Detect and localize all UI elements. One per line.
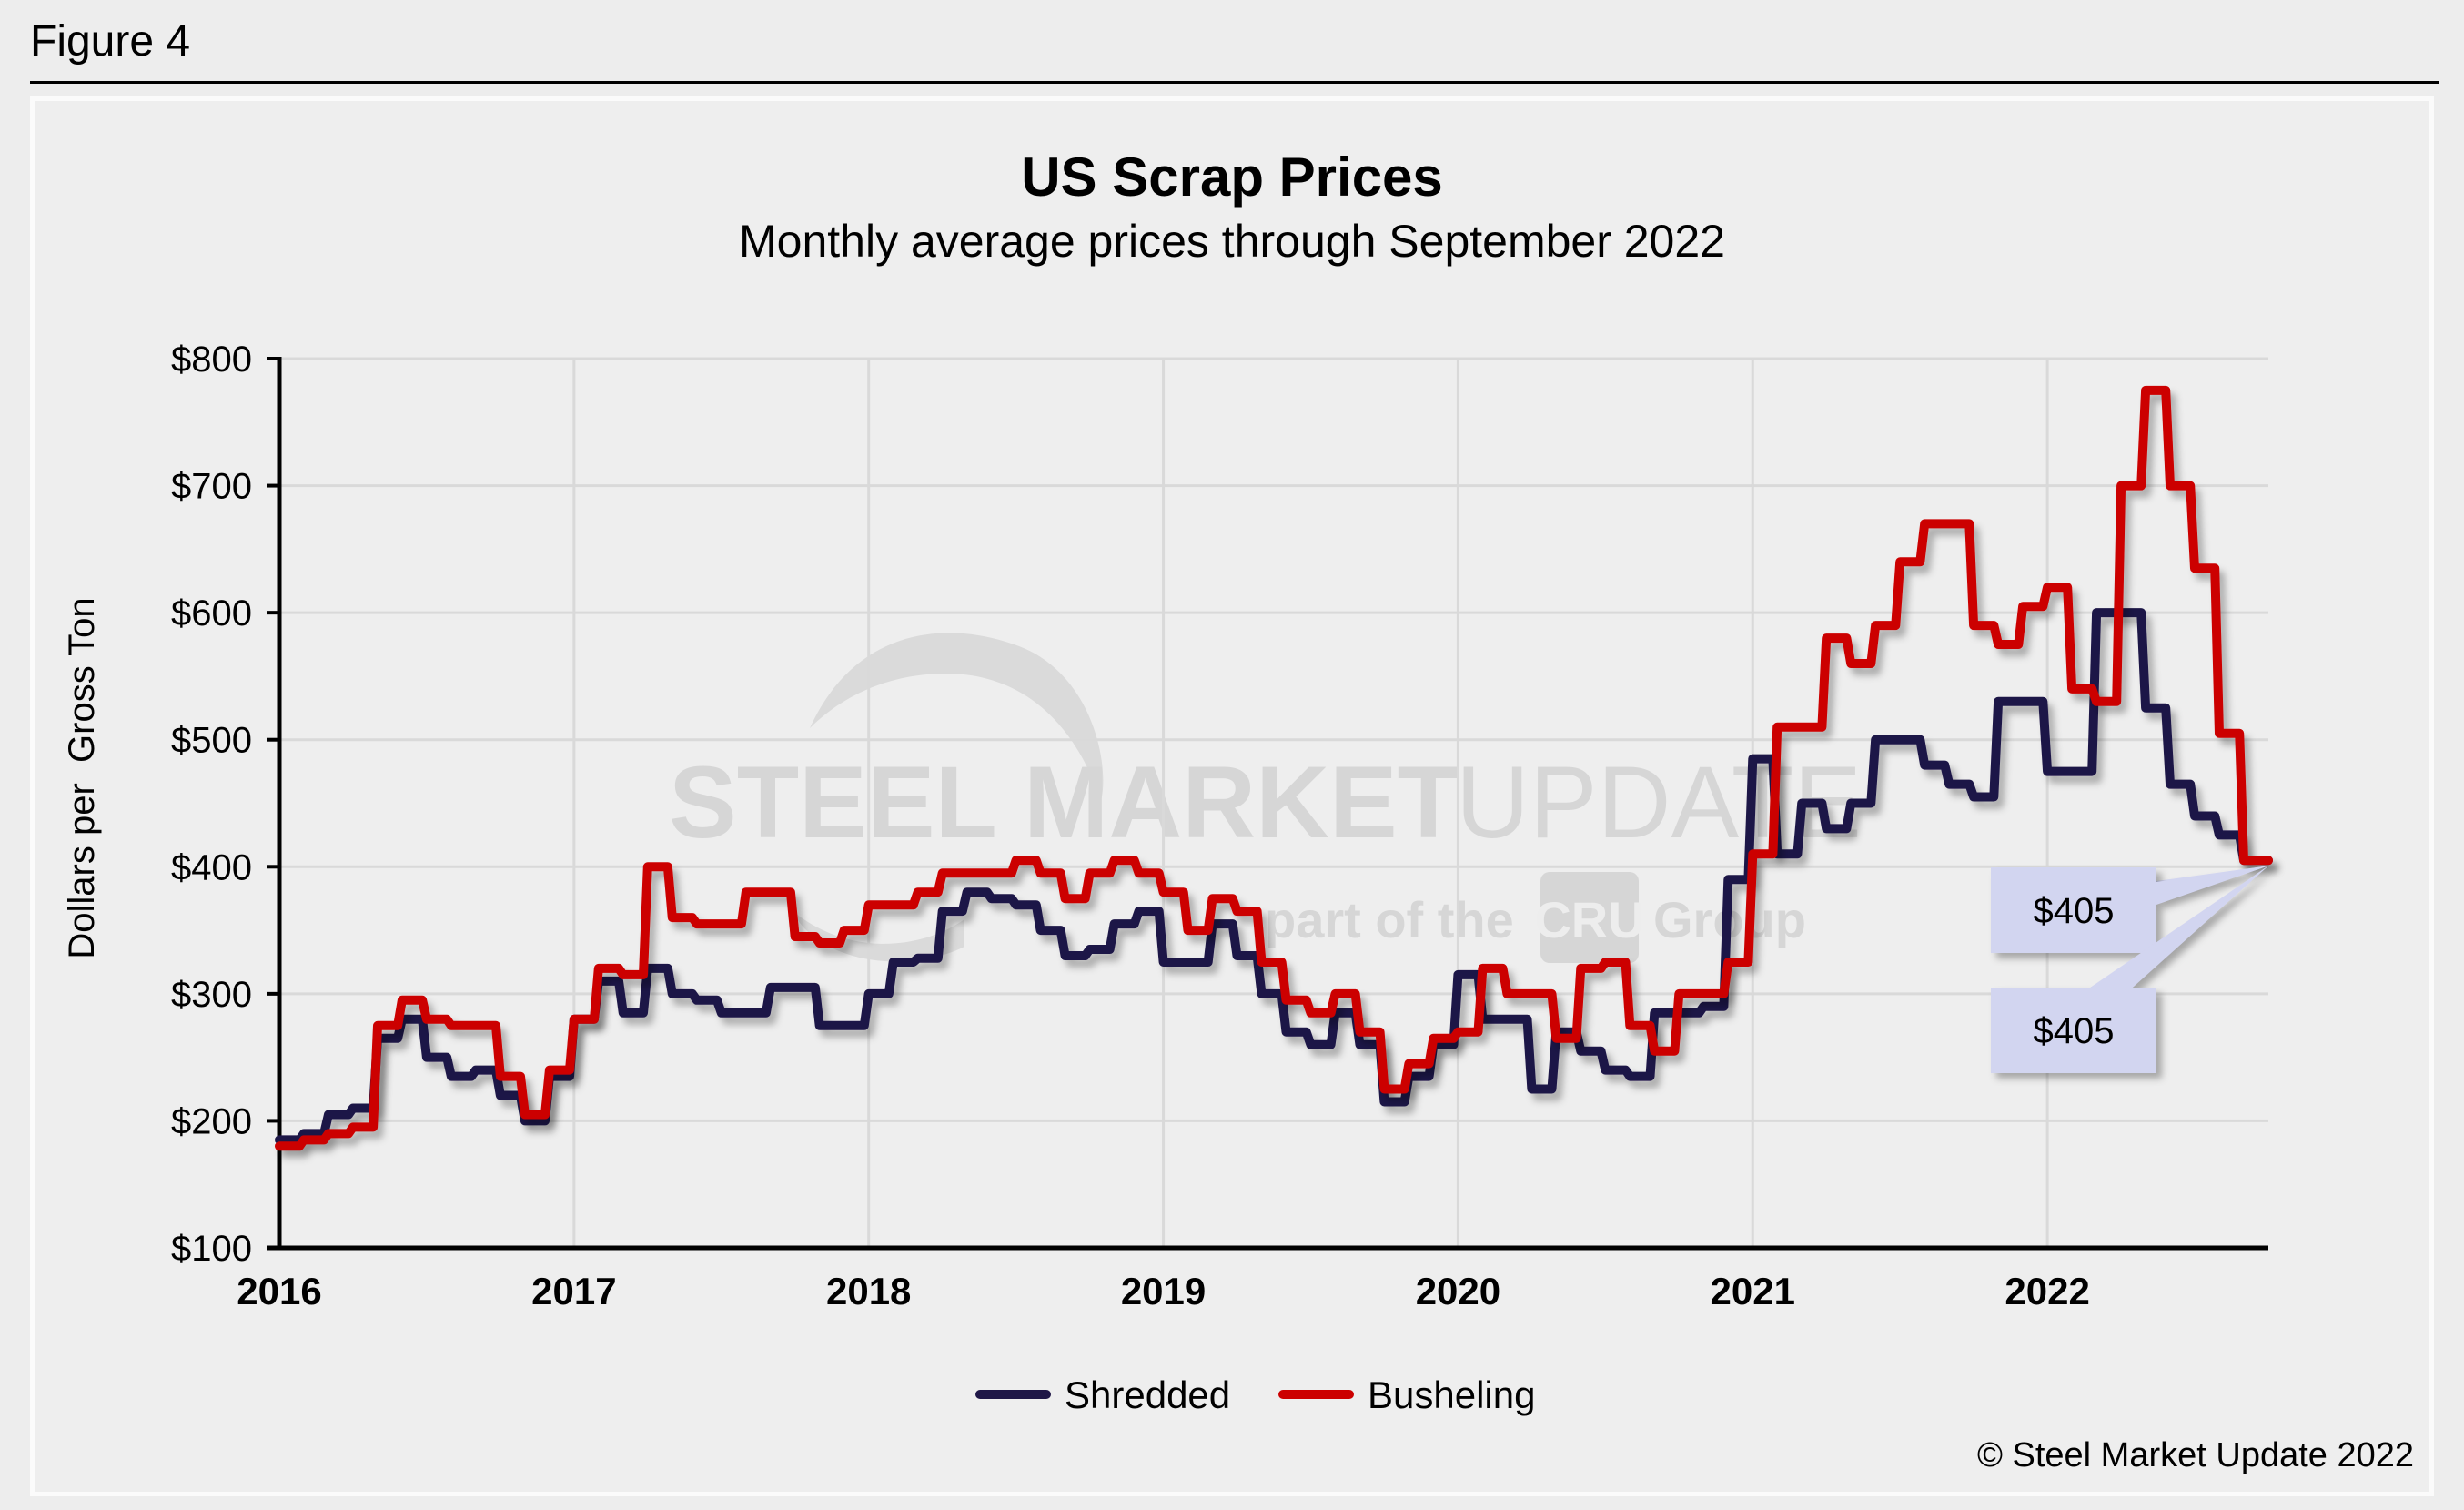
y-tick-label: $700 [171, 467, 252, 507]
x-tick-label: 2020 [1416, 1270, 1500, 1312]
callout-label: $405 [2034, 1011, 2115, 1051]
callouts: $405 $405 [1991, 866, 2268, 1073]
y-tick-label: $500 [171, 721, 252, 761]
series-line-busheling [275, 385, 2273, 1151]
x-tick-label: 2022 [2005, 1270, 2089, 1312]
y-tick-label: $800 [171, 339, 252, 380]
series-line-shredded [275, 608, 2273, 1145]
x-tick-label: 2018 [826, 1270, 911, 1312]
figure-divider [30, 81, 2439, 84]
legend-label-shredded: Shredded [1065, 1373, 1230, 1416]
watermark-swoosh-lower-icon [792, 910, 964, 962]
x-tick-label: 2019 [1121, 1270, 1206, 1312]
y-tick-label: $300 [171, 975, 252, 1015]
legend-label-busheling: Busheling [1368, 1373, 1535, 1416]
y-tick-label: $600 [171, 593, 252, 633]
axes [267, 357, 2268, 1251]
watermark-cru-text: CRU [1534, 891, 1644, 948]
callout-shredded: $405 [1991, 866, 2268, 1073]
y-tick-label: $200 [171, 1101, 252, 1141]
chart-title: US Scrap Prices [1021, 147, 1443, 208]
y-axis-label: Dollars per Gross Ton [62, 597, 102, 958]
series-lines [275, 385, 2273, 1151]
y-tick-label: $400 [171, 847, 252, 887]
y-tick-labels: $100 $200 $300 $400 $500 $600 $700 $800 [171, 339, 252, 1269]
copyright-notice: © Steel Market Update 2022 [1976, 1436, 2414, 1475]
callout-label: $405 [2034, 891, 2115, 931]
legend-item-shredded[interactable]: Shredded [975, 1373, 1230, 1416]
x-tick-label: 2017 [531, 1270, 616, 1312]
y-tick-label: $100 [171, 1229, 252, 1269]
watermark-tagline-pre: part of the [1265, 891, 1514, 948]
watermark: STEEL MARKET UPDATE part of the CRU Grou… [669, 633, 1862, 963]
x-tick-label: 2021 [1711, 1270, 1795, 1312]
watermark-brand-light: UPDATE [1456, 745, 1862, 859]
watermark-swoosh-icon [810, 633, 1104, 801]
figure-label: Figure 4 [30, 17, 191, 66]
callout-pointer-fill [2090, 866, 2268, 988]
x-tick-label: 2016 [237, 1270, 321, 1312]
watermark-brand-bold: STEEL MARKET [669, 745, 1459, 859]
legend: Shredded Busheling [975, 1373, 1535, 1416]
watermark-cru-logo-icon [1540, 872, 1639, 963]
callout-pointer-fill [2156, 866, 2268, 905]
callout-busheling: $405 [1991, 866, 2268, 953]
callout-pointer [2090, 866, 2268, 988]
chart-subtitle: Monthly average prices through September… [739, 216, 1725, 267]
chart-frame [30, 96, 2434, 1496]
gridlines [279, 357, 2268, 1248]
x-tick-labels: 2016 2017 2018 2019 2020 2021 2022 [237, 1270, 2090, 1312]
callout-box [1991, 867, 2156, 953]
legend-item-busheling[interactable]: Busheling [1278, 1373, 1535, 1416]
callout-box [1991, 988, 2156, 1073]
